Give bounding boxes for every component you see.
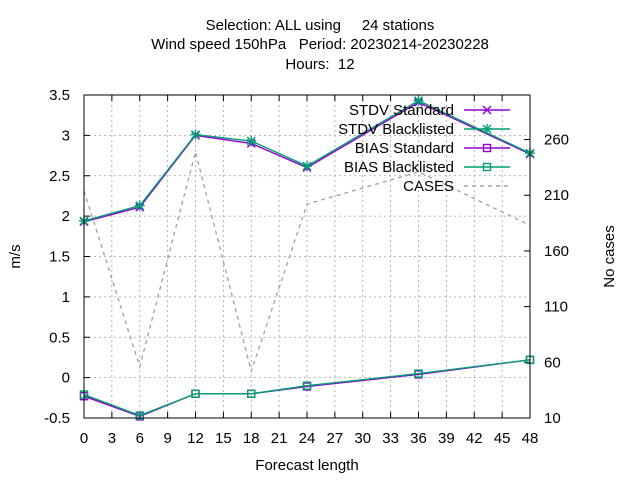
x-tick-label: 33 <box>382 430 399 447</box>
x-tick-label: 15 <box>215 430 232 447</box>
x-tick-label: 9 <box>163 430 171 447</box>
chart-title-line-2: Wind speed 150hPa Period: 20230214-20230… <box>151 36 489 53</box>
series <box>79 95 535 421</box>
x-tick-label: 0 <box>80 430 88 447</box>
y-tick-label: 1 <box>62 289 70 306</box>
grid <box>84 95 530 418</box>
data-point-stdv-blacklisted <box>134 200 145 211</box>
legend-label-bias-standard: BIAS Standard <box>355 140 454 157</box>
y-tick-label: 0.5 <box>49 329 70 346</box>
y2-tick-label: 10 <box>544 410 561 427</box>
y-tick-label: 1.5 <box>49 249 70 266</box>
y2-tick-label: 260 <box>544 132 569 149</box>
legend-label-stdv-blacklisted: STDV Blacklisted <box>338 121 454 138</box>
data-point-bias-blacklisted <box>135 411 144 420</box>
chart-title-line-1: Selection: ALL using 24 stations <box>205 17 435 34</box>
y-tick-label: 2.5 <box>49 168 70 185</box>
y2-tick-label: 60 <box>544 354 561 371</box>
legend: STDV Standard STDV Blacklisted BIAS Standa… <box>338 102 510 195</box>
legend-marker-bias-standard <box>482 143 492 153</box>
y-tick-label: 3 <box>62 127 70 144</box>
plot-frame <box>83 94 531 419</box>
x-tick-label: 45 <box>494 430 511 447</box>
x-tick-label: 18 <box>243 430 260 447</box>
data-point-bias-blacklisted <box>302 381 312 390</box>
data-point-bias-blacklisted <box>191 389 200 398</box>
data-point-stdv-blacklisted <box>190 129 201 140</box>
y2-tick-label: 160 <box>544 243 569 260</box>
x-tick-label: 30 <box>354 430 371 447</box>
legend-marker-stdv-standard-stroke <box>482 105 492 115</box>
data-point-stdv-blacklisted <box>413 95 424 106</box>
x-tick-label: 12 <box>187 430 204 447</box>
y-tick-label: 0 <box>62 370 70 387</box>
y2-tick-label: 210 <box>544 187 569 204</box>
legend-marker-stdv-blacklisted <box>482 124 492 134</box>
legend-marker-bias-blacklisted <box>482 162 492 172</box>
data-point-stdv-blacklisted <box>246 136 257 147</box>
x-tick-label: 39 <box>438 430 455 447</box>
x-tick-label: 21 <box>271 430 288 447</box>
legend-marker-stdv-standard <box>482 105 492 115</box>
y-tick-label: -0.5 <box>44 410 70 427</box>
x-tick-label: 3 <box>108 430 116 447</box>
y2-axis-label: No cases <box>601 225 618 288</box>
legend-label-stdv-standard: STDV Standard <box>349 102 454 119</box>
y2-tick-label: 110 <box>544 299 568 316</box>
x-tick-label: 6 <box>136 430 144 447</box>
x-tick-label: 48 <box>522 430 539 447</box>
y-tick-label: 3.5 <box>49 87 70 104</box>
series-line-cases <box>83 151 531 374</box>
x-tick-label: 42 <box>466 430 483 447</box>
data-point-stdv-blacklisted <box>302 161 312 172</box>
y-axis-label: m/s <box>7 244 24 268</box>
y-tick-label: 2 <box>62 208 70 225</box>
data-point-bias-blacklisted <box>414 369 423 378</box>
data-point-bias-blacklisted <box>247 389 256 398</box>
ticks: 0 3 6 9 12 15 18 21 24 27 30 33 36 39 42 45 48-0.500.511… <box>44 87 569 447</box>
x-tick-label: 27 <box>327 430 344 447</box>
legend-label-cases: CASES <box>403 178 454 195</box>
series-line-bias-blacklisted <box>83 359 531 417</box>
legend-label-bias-blacklisted: BIAS Blacklisted <box>344 159 454 176</box>
chart-title-line-3: Hours: 12 <box>285 56 355 73</box>
x-axis-label: Forecast length <box>255 457 358 474</box>
x-tick-label: 36 <box>410 430 427 447</box>
x-tick-label: 24 <box>299 430 316 447</box>
